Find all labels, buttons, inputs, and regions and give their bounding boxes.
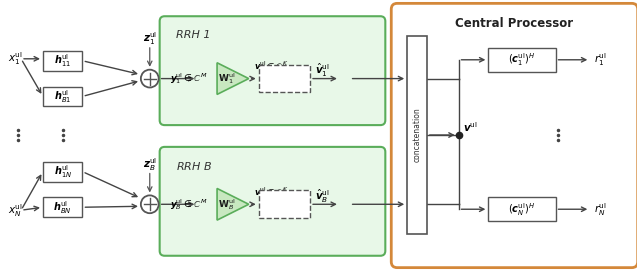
FancyBboxPatch shape (159, 16, 385, 125)
Text: $(\boldsymbol{c}_1^{\rm ul})^H$: $(\boldsymbol{c}_1^{\rm ul})^H$ (508, 51, 536, 68)
Text: RRH 1: RRH 1 (177, 30, 211, 40)
Text: $\mathbf{W}_B^{\rm ul}$: $\mathbf{W}_B^{\rm ul}$ (218, 197, 236, 212)
Text: $x_N^{\rm ul}$: $x_N^{\rm ul}$ (8, 202, 23, 219)
Polygon shape (217, 188, 249, 220)
Text: $x_1^{\rm ul}$: $x_1^{\rm ul}$ (8, 50, 23, 67)
Text: $\mathcal{Q}_1^{\rm ul}(\cdot)$: $\mathcal{Q}_1^{\rm ul}(\cdot)$ (273, 71, 296, 86)
Text: $\hat{\boldsymbol{v}}_1^{\rm ul}$: $\hat{\boldsymbol{v}}_1^{\rm ul}$ (315, 62, 330, 79)
Text: $\mathbf{W}_1^{\rm ul}$: $\mathbf{W}_1^{\rm ul}$ (218, 71, 236, 86)
Text: $\boldsymbol{h}_{BN}^{\rm ul}$: $\boldsymbol{h}_{BN}^{\rm ul}$ (53, 199, 72, 216)
Bar (43, 197, 83, 217)
Text: $\boldsymbol{v}_1^{\rm ul}\in\mathbb{C}^K$: $\boldsymbol{v}_1^{\rm ul}\in\mathbb{C}^… (253, 59, 288, 74)
Text: $r_N^{\rm ul}$: $r_N^{\rm ul}$ (594, 201, 607, 218)
Bar (259, 65, 310, 92)
Bar (43, 51, 83, 71)
Text: $r_1^{\rm ul}$: $r_1^{\rm ul}$ (594, 51, 607, 68)
Text: $\boldsymbol{y}_1^{\rm ul}\in\mathbb{C}^M$: $\boldsymbol{y}_1^{\rm ul}\in\mathbb{C}^… (170, 71, 207, 86)
Bar (407, 36, 427, 234)
Text: $\boldsymbol{h}_{11}^{\rm ul}$: $\boldsymbol{h}_{11}^{\rm ul}$ (54, 52, 71, 69)
Text: $\mathcal{Q}_B^{\rm ul}(\cdot)$: $\mathcal{Q}_B^{\rm ul}(\cdot)$ (273, 197, 296, 212)
Text: $(\boldsymbol{c}_N^{\rm ul})^H$: $(\boldsymbol{c}_N^{\rm ul})^H$ (508, 201, 536, 218)
Bar (43, 86, 83, 106)
Text: RRH $B$: RRH $B$ (177, 160, 213, 172)
FancyBboxPatch shape (159, 147, 385, 256)
Text: $\boldsymbol{z}_B^{\rm ul}$: $\boldsymbol{z}_B^{\rm ul}$ (143, 156, 157, 173)
Text: $\boldsymbol{h}_{1N}^{\rm ul}$: $\boldsymbol{h}_{1N}^{\rm ul}$ (54, 163, 72, 180)
Text: $\hat{\boldsymbol{v}}_B^{\rm ul}$: $\hat{\boldsymbol{v}}_B^{\rm ul}$ (315, 188, 330, 205)
Text: concatenation: concatenation (413, 108, 422, 162)
Text: $\boldsymbol{z}_1^{\rm ul}$: $\boldsymbol{z}_1^{\rm ul}$ (143, 31, 157, 47)
Bar (488, 48, 556, 72)
Text: Central Processor: Central Processor (456, 17, 573, 30)
Text: $\boldsymbol{h}_{B1}^{\rm ul}$: $\boldsymbol{h}_{B1}^{\rm ul}$ (54, 88, 71, 105)
Text: $\boldsymbol{v}^{\rm ul}$: $\boldsymbol{v}^{\rm ul}$ (463, 120, 477, 134)
Text: $\boldsymbol{y}_B^{\rm ul}\in\mathbb{C}^M$: $\boldsymbol{y}_B^{\rm ul}\in\mathbb{C}^… (170, 197, 207, 212)
Bar (259, 191, 310, 218)
Bar (43, 162, 83, 182)
Polygon shape (217, 63, 249, 94)
Text: $\boldsymbol{v}_B^{\rm ul}\in\mathbb{C}^K$: $\boldsymbol{v}_B^{\rm ul}\in\mathbb{C}^… (253, 185, 288, 200)
FancyBboxPatch shape (391, 3, 637, 268)
Bar (488, 197, 556, 221)
